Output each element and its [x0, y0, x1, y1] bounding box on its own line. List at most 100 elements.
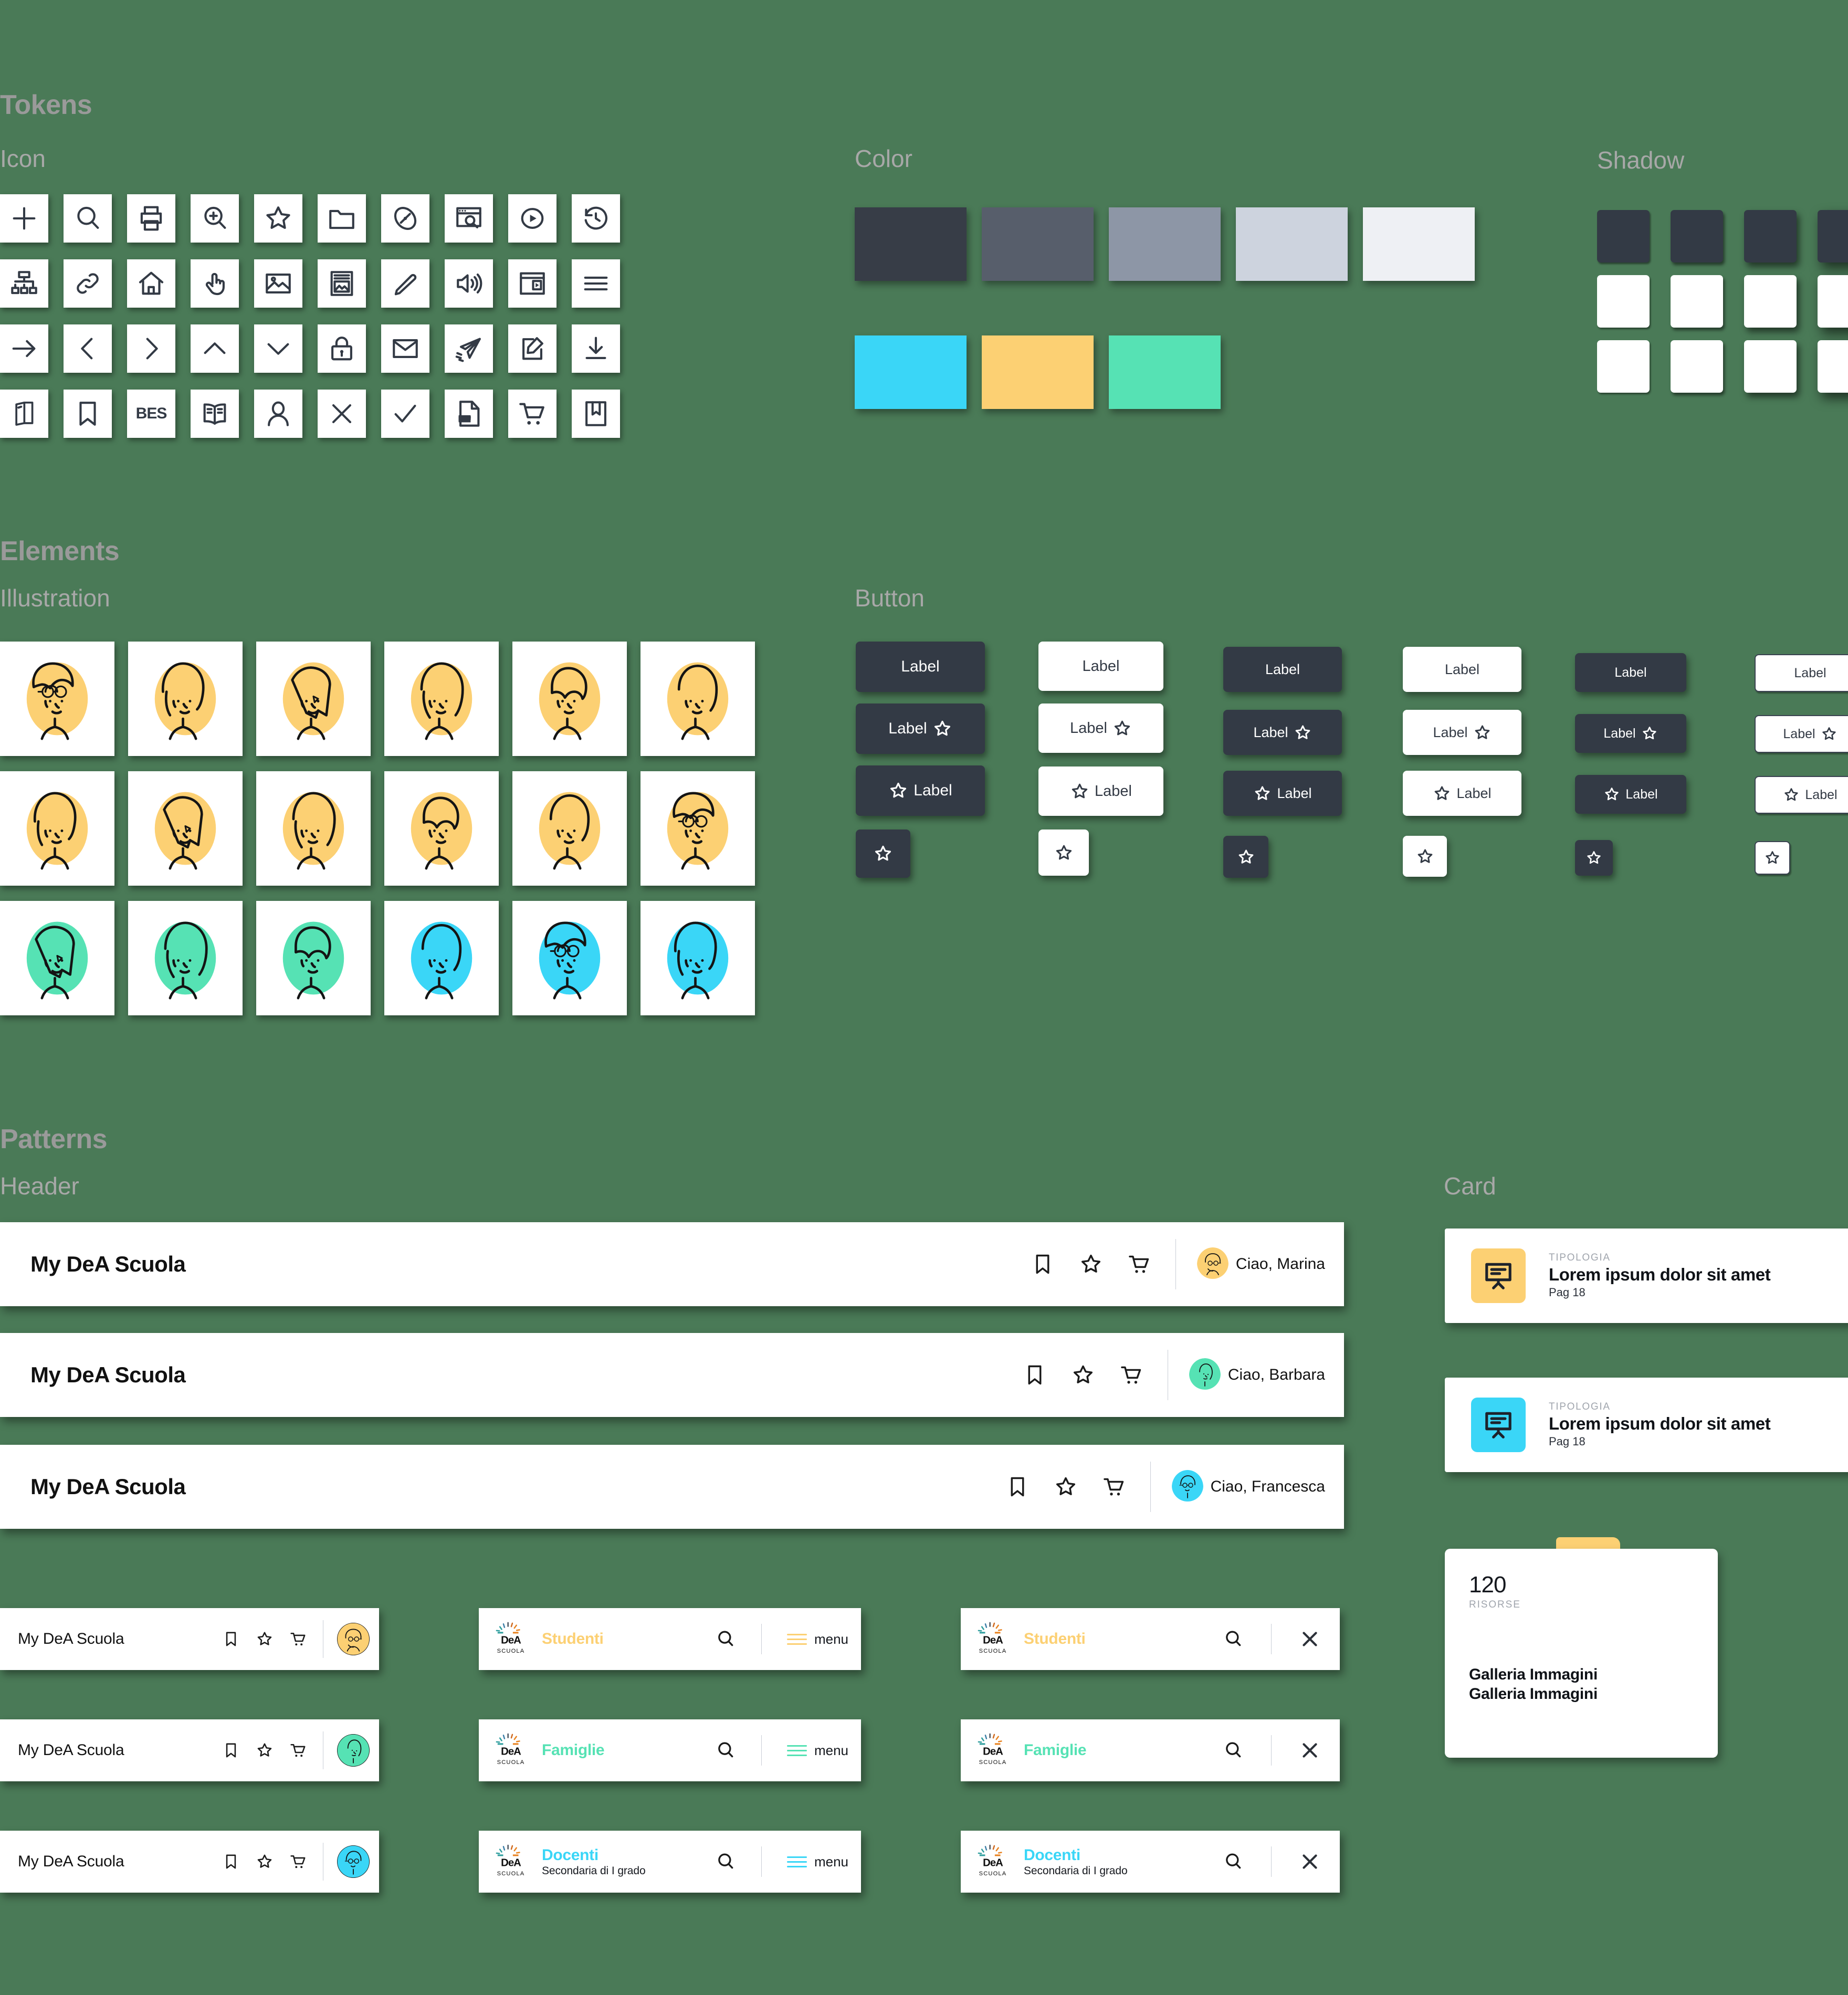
color-swatch-neutral-1[interactable] — [855, 207, 967, 281]
pdf-icon[interactable]: PDF — [445, 390, 493, 438]
avatar-boy-glasses-green[interactable] — [0, 901, 114, 1015]
search-icon[interactable] — [715, 1740, 736, 1761]
dea-scuola-logo[interactable]: DeA SCUOLA — [976, 1619, 1010, 1660]
article-image-icon[interactable] — [318, 259, 366, 308]
cart-icon[interactable] — [1127, 1252, 1151, 1276]
card-2[interactable]: TIPOLOGIA Lorem ipsum dolor sit amet Pag… — [1445, 1378, 1848, 1472]
avatar-girl-side[interactable] — [640, 771, 755, 886]
download-icon[interactable] — [572, 324, 620, 373]
color-swatch-accent-3[interactable] — [1109, 335, 1221, 409]
check-icon[interactable] — [381, 390, 429, 438]
button-small-outline-star-only[interactable] — [1755, 841, 1790, 875]
search-icon[interactable] — [64, 194, 112, 243]
button-small-dark-star-only[interactable] — [1575, 840, 1613, 876]
user-icon[interactable] — [254, 390, 302, 438]
pencil-icon[interactable] — [381, 259, 429, 308]
link-icon[interactable] — [64, 259, 112, 308]
browser-search-icon[interactable] — [445, 194, 493, 243]
color-swatch-neutral-3[interactable] — [1109, 207, 1221, 281]
close-icon[interactable] — [1299, 1739, 1321, 1761]
chevron-right-icon[interactable] — [127, 324, 175, 373]
star-icon[interactable] — [1079, 1252, 1103, 1276]
star-icon[interactable] — [1071, 1363, 1095, 1387]
star-icon[interactable] — [256, 1853, 274, 1871]
avatar[interactable] — [337, 1734, 370, 1767]
image-icon[interactable] — [254, 259, 302, 308]
avatar-person-cap[interactable] — [256, 642, 371, 756]
mail-icon[interactable] — [381, 324, 429, 373]
bookmark-icon[interactable] — [222, 1853, 240, 1871]
button-large-light-star-then-label[interactable]: Label — [1038, 766, 1163, 816]
print-icon[interactable] — [127, 194, 175, 243]
avatar-boy-green[interactable] — [128, 901, 243, 1015]
saved-book-icon[interactable] — [572, 390, 620, 438]
edit-document-icon[interactable] — [508, 324, 556, 373]
close-icon[interactable] — [1299, 1851, 1321, 1873]
avatar-boy-glasses[interactable] — [0, 642, 114, 756]
avatar-boy-spiky[interactable] — [0, 771, 114, 886]
color-swatch-neutral-4[interactable] — [1236, 207, 1348, 281]
bookmark-icon[interactable] — [1031, 1252, 1055, 1276]
chevron-up-icon[interactable] — [191, 324, 239, 373]
menu-button[interactable]: menu — [786, 1742, 848, 1759]
cart-icon[interactable] — [289, 1853, 307, 1871]
button-small-dark-label-then-star[interactable]: Label — [1575, 714, 1686, 753]
search-icon[interactable] — [1223, 1851, 1244, 1872]
user-menu[interactable]: Ciao, Barbara — [1189, 1358, 1325, 1392]
avatar-girl-green[interactable] — [256, 901, 371, 1015]
bookmark-icon[interactable] — [64, 390, 112, 438]
send-icon[interactable] — [445, 324, 493, 373]
compass-icon[interactable] — [381, 194, 429, 243]
user-menu[interactable]: Ciao, Francesca — [1171, 1469, 1325, 1504]
avatar-man-beard-blue[interactable] — [512, 901, 627, 1015]
dea-scuola-logo[interactable]: DeA SCUOLA — [976, 1842, 1010, 1882]
color-swatch-accent-2[interactable] — [982, 335, 1094, 409]
button-small-dark-label-only[interactable]: Label — [1575, 653, 1686, 692]
button-small-outline-label-then-star[interactable]: Label — [1755, 715, 1848, 753]
bookmark-icon[interactable] — [222, 1630, 240, 1648]
menu-button[interactable]: menu — [786, 1854, 848, 1870]
play-circle-icon[interactable] — [508, 194, 556, 243]
dea-scuola-logo[interactable]: DeA SCUOLA — [976, 1730, 1010, 1771]
button-large-light-label-only[interactable]: Label — [1038, 642, 1163, 691]
dea-scuola-logo[interactable]: DeA SCUOLA — [495, 1842, 528, 1882]
bes-icon[interactable]: BES — [127, 390, 175, 438]
avatar[interactable] — [337, 1623, 370, 1655]
history-icon[interactable] — [572, 194, 620, 243]
search-icon[interactable] — [715, 1851, 736, 1872]
user-menu[interactable]: Ciao, Marina — [1196, 1247, 1325, 1282]
button-medium-dark-star-only[interactable] — [1223, 836, 1268, 878]
card-1[interactable]: TIPOLOGIA Lorem ipsum dolor sit amet Pag… — [1445, 1228, 1848, 1323]
search-icon[interactable] — [1223, 1740, 1244, 1761]
button-medium-light-star-only[interactable] — [1403, 836, 1447, 877]
color-swatch-neutral-2[interactable] — [982, 207, 1094, 281]
search-icon[interactable] — [1223, 1629, 1244, 1650]
avatar-girl-blue-long[interactable] — [640, 901, 755, 1015]
avatar-girl-bangs[interactable] — [640, 642, 755, 756]
dea-scuola-logo[interactable]: DeA SCUOLA — [495, 1619, 528, 1660]
button-medium-light-star-then-label[interactable]: Label — [1403, 771, 1521, 816]
button-medium-dark-label-then-star[interactable]: Label — [1223, 710, 1342, 755]
arrow-right-icon[interactable] — [0, 324, 48, 373]
avatar-girl-blue[interactable] — [384, 901, 499, 1015]
button-small-dark-star-then-label[interactable]: Label — [1575, 775, 1686, 814]
avatar-girl-ponytail[interactable] — [256, 771, 371, 886]
button-large-light-label-then-star[interactable]: Label — [1038, 704, 1163, 753]
avatar-boy-hair-tuft[interactable] — [512, 771, 627, 886]
button-medium-dark-star-then-label[interactable]: Label — [1223, 771, 1342, 816]
avatar-child-curly[interactable] — [128, 771, 243, 886]
avatar-girl-wavy[interactable] — [384, 771, 499, 886]
cart-icon[interactable] — [1119, 1363, 1143, 1387]
chevron-down-icon[interactable] — [254, 324, 302, 373]
dea-scuola-logo[interactable]: DeA SCUOLA — [495, 1730, 528, 1771]
button-large-light-star-only[interactable] — [1038, 830, 1089, 876]
home-icon[interactable] — [127, 259, 175, 308]
folder-icon[interactable] — [318, 194, 366, 243]
close-icon[interactable] — [318, 390, 366, 438]
list-icon[interactable] — [572, 259, 620, 308]
color-swatch-neutral-5[interactable] — [1363, 207, 1475, 281]
video-library-icon[interactable] — [508, 259, 556, 308]
star-icon[interactable] — [254, 194, 302, 243]
plus-icon[interactable] — [0, 194, 48, 243]
brochure-icon[interactable] — [0, 390, 48, 438]
